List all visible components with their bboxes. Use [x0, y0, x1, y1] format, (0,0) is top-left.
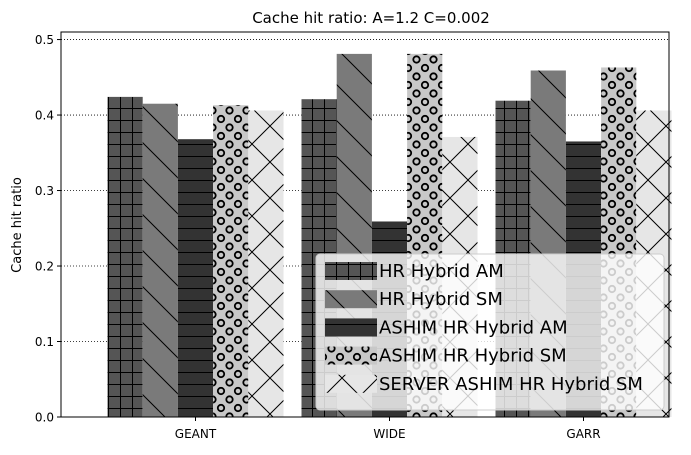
chart-title: Cache hit ratio: A=1.2 C=0.002 — [252, 9, 490, 27]
x-tick-label: GEANT — [175, 427, 217, 441]
legend-label: ASHIM HR Hybrid AM — [379, 317, 568, 338]
legend-swatch — [325, 318, 377, 337]
y-tick-label: 0.4 — [35, 109, 54, 123]
legend-swatch — [325, 374, 377, 393]
bar — [248, 110, 284, 418]
y-tick-label: 0.0 — [35, 411, 54, 425]
y-tick-label: 0.2 — [35, 260, 54, 274]
legend-swatch — [325, 290, 377, 309]
legend: HR Hybrid AM HR Hybrid SM ASHIM HR Hybrid … — [315, 253, 665, 411]
bar — [142, 103, 178, 417]
y-axis-label: Cache hit ratio — [10, 177, 25, 273]
plot-frame — [60, 31, 670, 418]
bar — [107, 96, 143, 417]
legend-label: SERVER ASHIM HR Hybrid SM — [379, 374, 643, 395]
y-tick-label: 0.3 — [35, 184, 54, 198]
axes-layer: 0.0 0.1 0.2 0.3 0.4 0.5 GEANT WIDE GARR — [35, 31, 670, 441]
legend-swatch — [325, 346, 377, 365]
x-tick-label: WIDE — [373, 427, 405, 441]
x-tick-label: GARR — [566, 427, 600, 441]
y-tick-label: 0.5 — [35, 33, 54, 47]
legend-label: ASHIM HR Hybrid SM — [379, 346, 567, 367]
bar — [177, 139, 214, 417]
legend-swatch — [325, 262, 377, 280]
legend-label: HR Hybrid SM — [379, 289, 503, 310]
bar — [213, 105, 249, 417]
legend-box — [315, 253, 665, 411]
legend-label: HR Hybrid AM — [379, 261, 504, 282]
y-tick-label: 0.1 — [35, 335, 54, 349]
